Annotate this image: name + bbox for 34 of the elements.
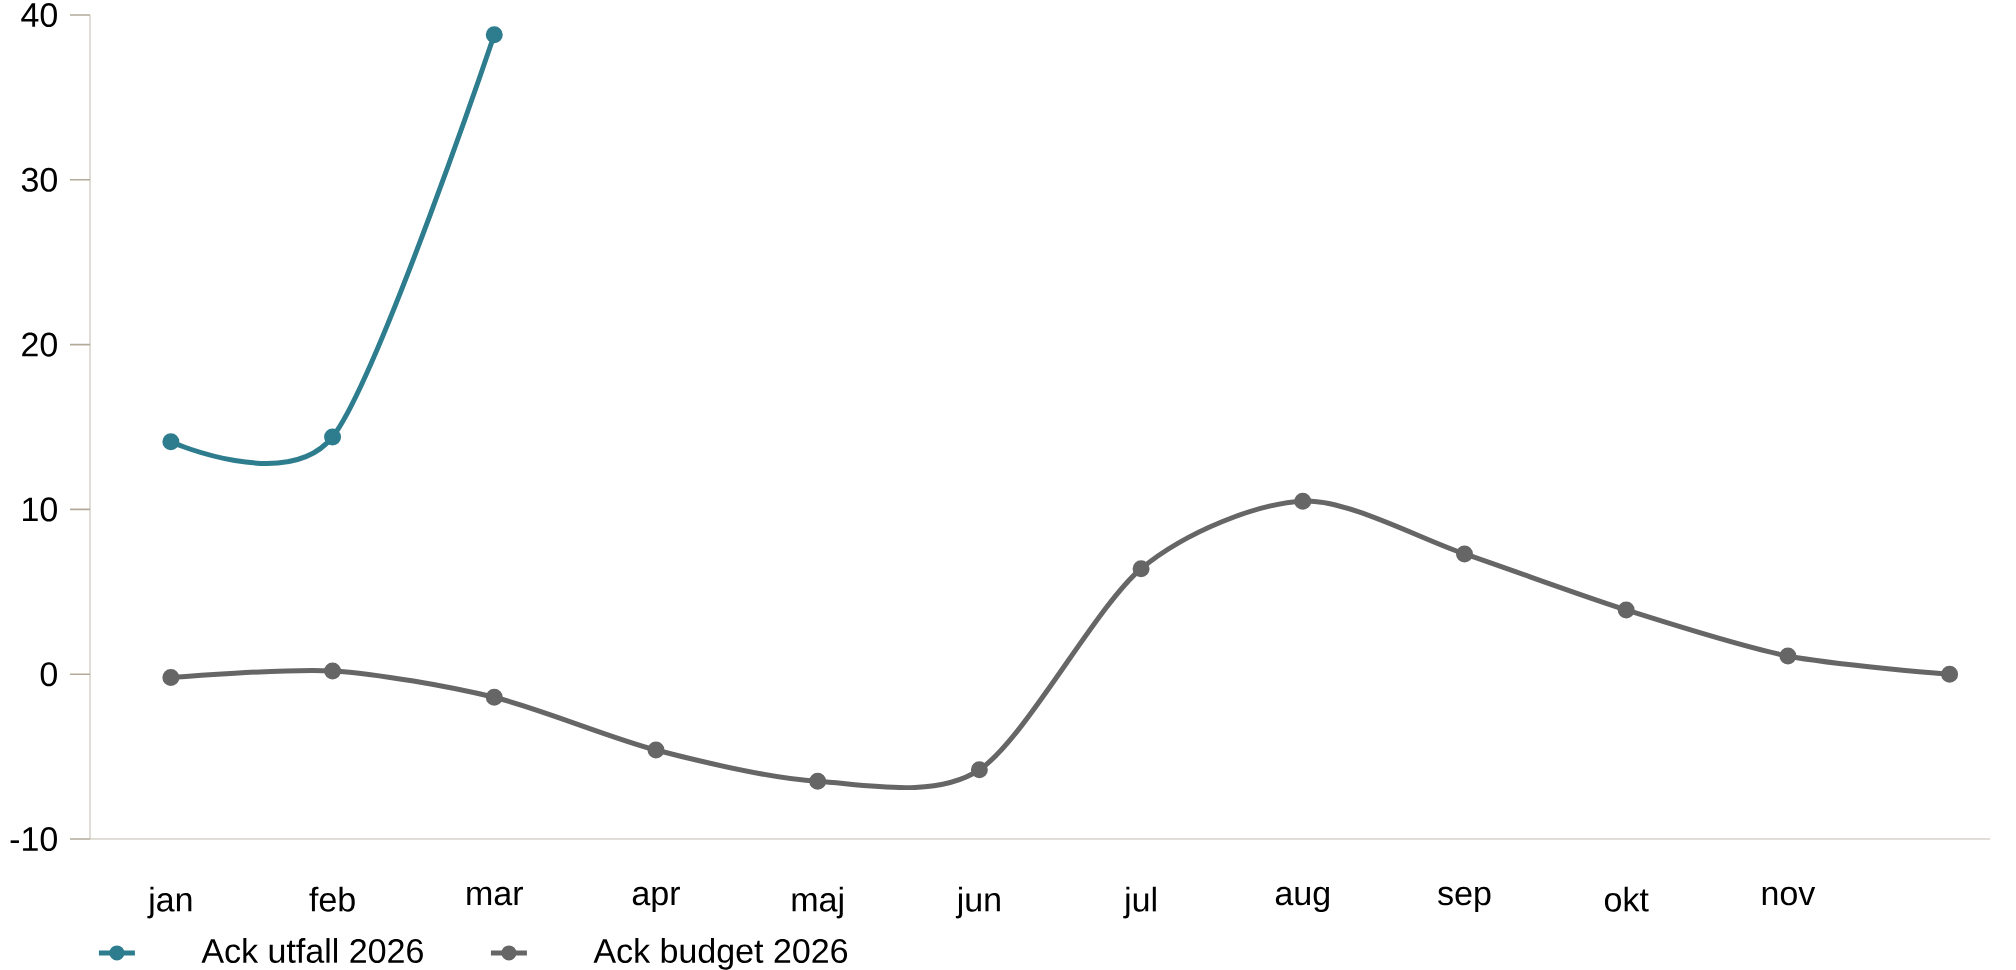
point <box>485 688 503 706</box>
point <box>1779 647 1797 665</box>
x-tick-label: jun <box>955 886 1000 919</box>
y-tick-label: 10 <box>23 497 57 522</box>
point <box>970 761 988 779</box>
point <box>485 26 503 44</box>
x-tick-label: maj <box>792 886 843 919</box>
legend-label: Ack budget 2026 <box>593 938 848 970</box>
y-tick-label: 30 <box>21 167 57 192</box>
y-tick-label: 0 <box>40 662 57 687</box>
y-tick-label: 40 <box>21 2 57 28</box>
x-tick-label: apr <box>632 886 680 913</box>
point <box>647 741 665 759</box>
point <box>1132 560 1150 578</box>
y-tick-label: 20 <box>22 332 57 357</box>
point <box>809 772 827 790</box>
point <box>324 662 342 680</box>
x-tick-label: sep <box>1438 886 1491 913</box>
point <box>324 428 342 446</box>
legend-label: Ack utfall 2026 <box>201 938 423 964</box>
x-tick-label: mar <box>467 886 523 906</box>
x-tick-label: feb <box>309 886 355 912</box>
x-tick-label: jan <box>147 886 192 919</box>
x-tick-label: aug <box>1275 886 1329 913</box>
point <box>162 669 180 686</box>
point <box>1617 601 1635 619</box>
point <box>1941 665 1959 683</box>
x-tick-label: jul <box>1123 886 1156 919</box>
x-tick-label: nov <box>1762 886 1816 906</box>
point <box>162 433 180 451</box>
x-tick-label: okt <box>1604 886 1649 912</box>
point <box>1294 492 1312 510</box>
y-tick-label: -10 <box>10 826 57 852</box>
point <box>1455 545 1473 563</box>
